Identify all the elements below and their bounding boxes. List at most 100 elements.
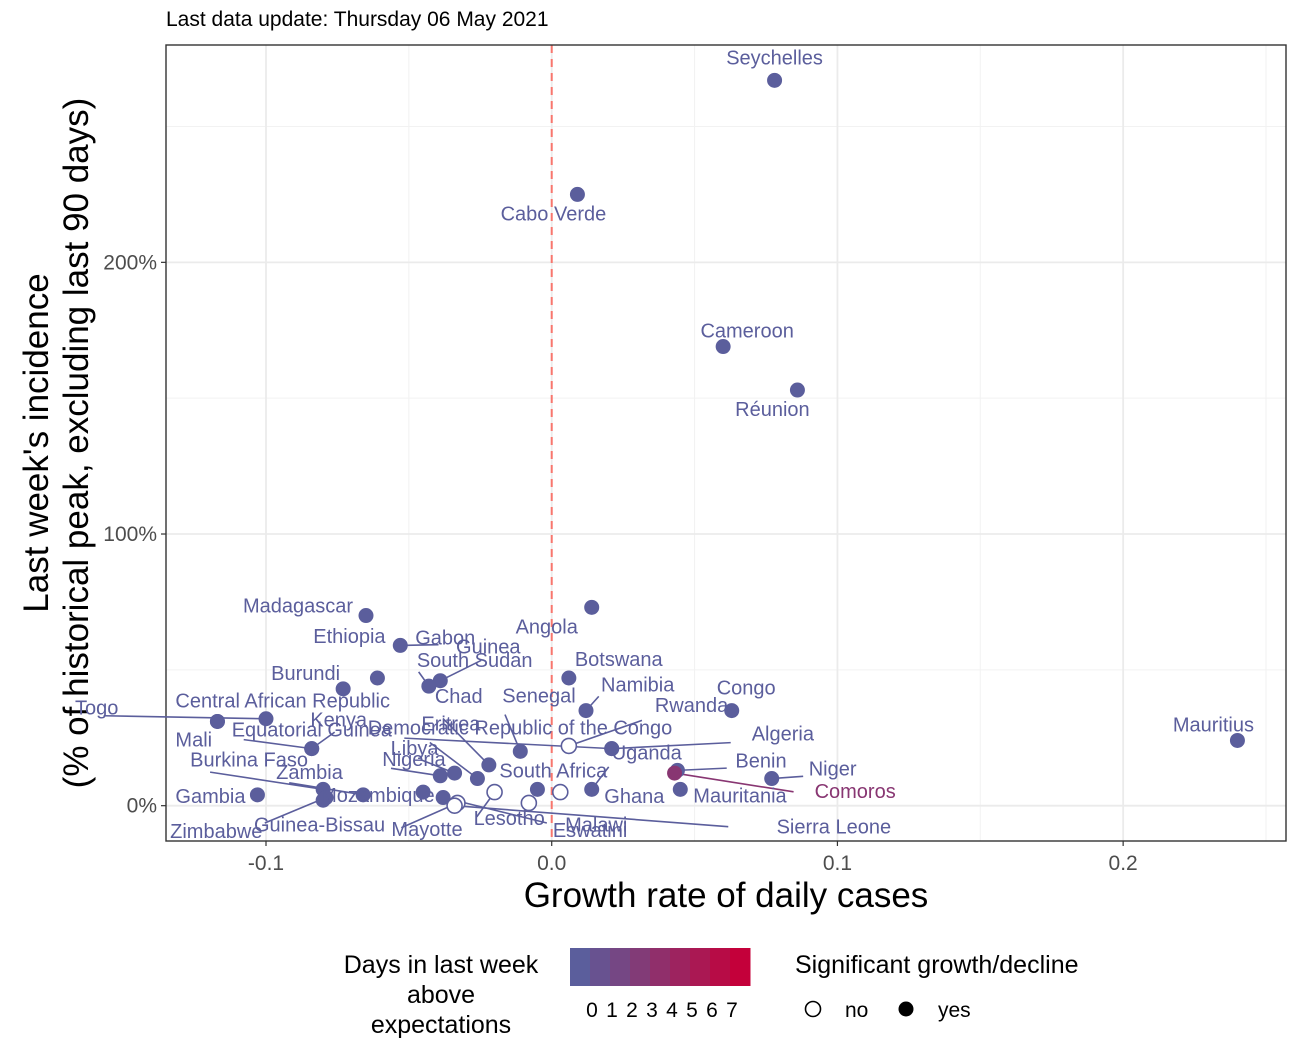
- legend-gradient-segment: [610, 948, 631, 986]
- legend-days-tick: 1: [606, 999, 618, 1022]
- data-point-eritrea: [469, 771, 485, 787]
- data-point-algeria: [604, 741, 620, 757]
- data-point-mauritania: [672, 781, 688, 797]
- legend-days-tick: 6: [706, 999, 718, 1022]
- data-point-burundi: [335, 681, 351, 697]
- label-connector: [568, 719, 643, 747]
- point-label: Réunion: [735, 399, 810, 421]
- data-point-sierra-leone: [446, 797, 463, 814]
- data-point-equatorial-guinea: [304, 741, 320, 757]
- data-point-senegal: [512, 743, 528, 759]
- point-label: Burundi: [271, 663, 340, 685]
- point-label: Madagascar: [243, 596, 353, 618]
- x-tick-label: 0.0: [537, 852, 566, 875]
- legend-days-title: Days in last week: [344, 951, 539, 979]
- data-point-madagascar: [358, 608, 374, 624]
- label-connector: [677, 767, 727, 772]
- label-connector: [209, 771, 324, 791]
- legend-gradient-segment: [690, 948, 711, 986]
- data-point-lesotho: [486, 783, 503, 801]
- data-point-mali: [209, 713, 225, 729]
- data-point-cabo-verde: [569, 186, 585, 202]
- data-point-chad: [481, 757, 497, 773]
- legend-gradient-segment: [590, 948, 611, 986]
- point-label: Benin: [735, 750, 786, 772]
- point-label: Libya: [391, 738, 440, 760]
- point-label: Mauritania: [693, 785, 787, 807]
- data-point-ethiopia: [369, 670, 385, 686]
- point-label: Mayotte: [391, 819, 462, 841]
- label-connector: [674, 772, 794, 793]
- label-connector: [429, 741, 478, 780]
- legend-gradient-segment: [730, 948, 751, 986]
- x-tick-label: -0.1: [248, 852, 284, 875]
- point-label: Guinea-Bissau: [254, 815, 385, 837]
- point-label: Namibia: [601, 675, 675, 697]
- plot-border: [165, 44, 1287, 842]
- point-label: Ethiopia: [313, 626, 386, 648]
- y-tick-label: 100%: [103, 523, 157, 546]
- data-point-guinea: [432, 673, 448, 689]
- data-point-togo: [258, 711, 274, 727]
- point-label: Burkina Faso: [190, 749, 308, 771]
- data-point-mauritius: [1229, 732, 1245, 748]
- legend-days-tick: 4: [666, 999, 678, 1022]
- point-label: Rwanda: [655, 695, 729, 717]
- data-point-niger: [764, 771, 780, 787]
- data-point-rwanda: [560, 737, 578, 755]
- point-label: Cabo Verde: [501, 203, 607, 225]
- point-label: Cameroon: [700, 321, 793, 343]
- legend-days-tick: 7: [726, 999, 738, 1022]
- point-label: Eswatini: [553, 820, 627, 842]
- data-point-libya: [447, 765, 463, 781]
- point-label: Mali: [175, 729, 212, 751]
- legend-gradient-segment: [630, 948, 651, 986]
- point-label: Malawi: [565, 815, 627, 837]
- legend-sig-no-marker: [804, 1000, 822, 1018]
- label-connector: [264, 796, 327, 824]
- legend-sig-label: no: [845, 999, 868, 1022]
- point-label: Kenya: [310, 710, 368, 732]
- x-tick-label: 0.1: [823, 852, 852, 875]
- point-label: Sierra Leone: [777, 817, 892, 839]
- point-label: Congo: [717, 678, 776, 700]
- data-point-south-africa: [529, 781, 545, 797]
- data-point-seychelles: [767, 72, 783, 88]
- point-label: Guinea: [456, 637, 521, 659]
- data-point-nigeria: [432, 768, 448, 784]
- data-point-south-sudan: [421, 678, 437, 694]
- point-label: Democratic Republic of the Congo: [368, 718, 673, 740]
- data-point-zambia: [355, 787, 371, 803]
- legend-days-tick: 5: [686, 999, 698, 1022]
- y-axis-title: (% of historical peak, excluding last 90…: [57, 98, 96, 789]
- label-connector: [390, 767, 441, 777]
- label-connector: [243, 738, 312, 750]
- label-connector: [611, 741, 731, 750]
- data-point-angola: [584, 599, 600, 615]
- data-point-congo: [724, 703, 740, 719]
- legend-sig-title: Significant growth/decline: [795, 951, 1079, 979]
- label-connector: [439, 659, 482, 682]
- label-connector: [404, 737, 612, 750]
- point-label: Niger: [809, 759, 857, 781]
- point-label: Central African Republic: [175, 690, 390, 712]
- data-point-mozambique: [415, 784, 431, 800]
- point-label: Seychelles: [726, 47, 823, 69]
- legend-days-tick: 2: [626, 999, 638, 1022]
- point-label: Zimbabwe: [170, 821, 262, 843]
- point-label: Eritrea: [421, 714, 481, 736]
- y-tick-label: 0%: [127, 795, 157, 818]
- point-label: Gabon: [415, 627, 475, 649]
- chart-subtitle: Last data update: Thursday 06 May 2021: [166, 8, 549, 31]
- point-label: South Sudan: [417, 650, 533, 672]
- point-label: Equatorial Guinea: [232, 720, 393, 742]
- point-label: South Africa: [499, 760, 608, 782]
- legend-days-title: expectations: [371, 1011, 511, 1039]
- data-point-botswana: [561, 670, 577, 686]
- data-point-gambia: [249, 787, 265, 803]
- legend-sig-label: yes: [938, 999, 971, 1022]
- point-label: Zambia: [276, 762, 344, 784]
- data-point-malawi: [435, 790, 451, 806]
- legend-days-title: above: [407, 981, 475, 1009]
